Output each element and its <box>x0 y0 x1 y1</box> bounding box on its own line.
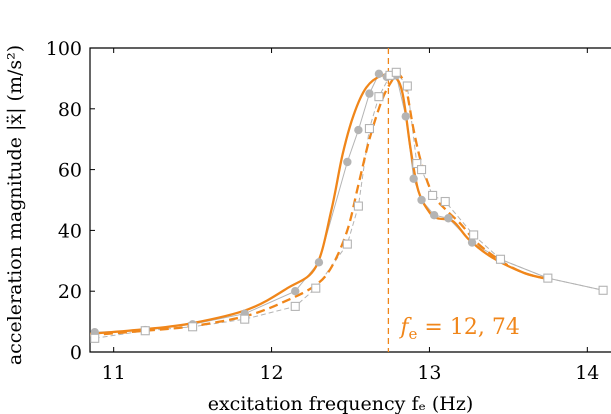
data-point-square <box>440 196 450 207</box>
data-point-circle <box>354 125 363 135</box>
data-point-square <box>364 124 374 134</box>
data-point-square <box>402 81 412 91</box>
data-point-square <box>416 165 427 175</box>
data-point-square <box>342 239 352 249</box>
y-tick-label: 60 <box>58 160 82 182</box>
data-point-square <box>598 285 608 295</box>
annotation-label: fe = 12, 74 <box>398 315 519 343</box>
data-point-square <box>140 326 150 336</box>
x-tick-label: 14 <box>575 362 599 384</box>
y-tick-label: 80 <box>58 99 82 121</box>
data-point-circle <box>374 69 384 79</box>
series-line-orange-solid <box>90 73 549 335</box>
data-point-circle <box>429 211 439 220</box>
data-point-circle <box>467 238 477 247</box>
x-tick-label: 13 <box>417 362 441 384</box>
marker-layer <box>90 67 608 343</box>
data-point-square <box>90 333 100 343</box>
data-point-circle <box>343 157 352 167</box>
data-point-square <box>311 283 321 293</box>
data-point-square <box>391 67 401 77</box>
data-point-square <box>428 190 438 200</box>
y-tick-label: 0 <box>70 342 82 364</box>
series-layer <box>90 48 604 352</box>
y-tick-label: 20 <box>58 281 82 303</box>
y-axis-label: acceleration magnitude |ẍ| (m/s²) <box>4 45 26 365</box>
data-point-square <box>543 273 553 283</box>
axes-layer <box>89 47 611 353</box>
data-point-square <box>290 301 300 311</box>
data-point-square <box>374 92 384 102</box>
y-tick-label: 40 <box>58 220 82 242</box>
data-point-circle <box>365 89 374 98</box>
data-point-square <box>188 322 198 332</box>
data-point-square <box>495 254 506 264</box>
data-point-circle <box>417 195 426 205</box>
y-tick-label: 100 <box>46 38 82 60</box>
x-axis-label: excitation frequency fₑ (Hz) <box>208 393 474 414</box>
data-point-square <box>353 201 363 211</box>
series-line-gray-solid <box>94 73 604 333</box>
data-point-circle <box>409 174 418 183</box>
data-point-circle <box>291 287 300 296</box>
data-point-circle <box>314 258 324 267</box>
plot-frame <box>89 47 611 353</box>
data-point-square <box>412 158 422 169</box>
label-layer: 11 12 13 14 0 20 40 60 80 100 fe = 12, 74 excitatio… <box>4 38 599 414</box>
x-tick-label: 12 <box>259 362 283 384</box>
x-tick-label: 11 <box>102 362 126 384</box>
data-point-circle <box>444 214 453 223</box>
data-point-square <box>469 230 479 240</box>
data-point-circle <box>401 112 410 121</box>
series-line-gray-dashed <box>94 71 604 339</box>
series-line-orange-dashed <box>90 72 549 337</box>
data-point-square <box>240 314 250 324</box>
